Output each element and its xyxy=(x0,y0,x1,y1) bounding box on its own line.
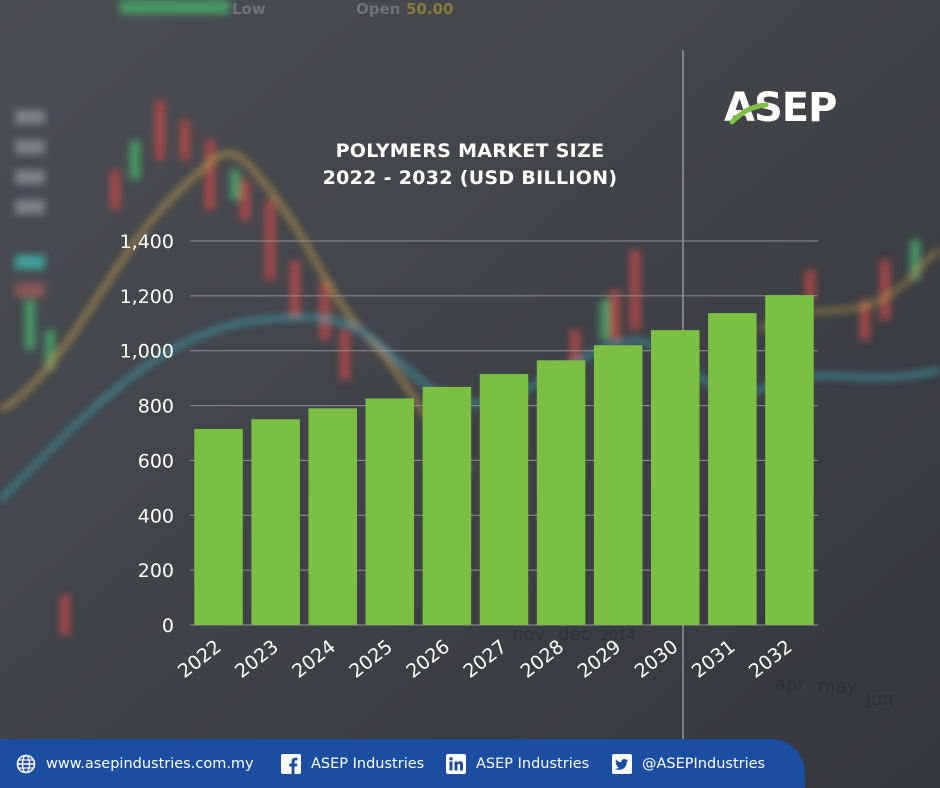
bar-2031 xyxy=(708,313,757,625)
bar-2024 xyxy=(308,408,357,625)
x-tick-label: 2026 xyxy=(402,636,454,683)
footer-facebook[interactable]: ASEP Industries xyxy=(281,739,424,788)
bg-month-nov: nov xyxy=(512,624,545,645)
facebook-text: ASEP Industries xyxy=(311,755,425,772)
asep-logo: ASEP xyxy=(722,80,862,131)
bg-open-label: Open xyxy=(356,0,400,18)
bar-2028 xyxy=(536,360,586,625)
bar-2030 xyxy=(651,330,700,625)
linkedin-icon xyxy=(446,753,466,774)
bg-low-label: Low xyxy=(232,0,266,18)
footer-website[interactable]: www.asepindustries.com.my xyxy=(16,739,254,788)
y-tick-label: 1,400 xyxy=(120,231,174,253)
x-tick-label: 2024 xyxy=(288,636,340,683)
bar-2029 xyxy=(593,345,643,625)
footer-twitter[interactable]: @ASEPIndustries xyxy=(612,739,765,788)
bg-month-dec: dec xyxy=(558,624,590,645)
bg-month-may: may xyxy=(818,676,858,697)
bar-2023 xyxy=(251,419,300,625)
bg-month-apr: apr xyxy=(775,674,805,695)
x-tick-label: 2030 xyxy=(631,636,683,683)
y-tick-label: 1,000 xyxy=(120,341,174,363)
footer-linkedin[interactable]: ASEP Industries xyxy=(446,739,589,788)
x-tick-label: 2029 xyxy=(574,636,626,683)
bar-2026 xyxy=(422,386,472,625)
x-tick-label: 2028 xyxy=(517,636,569,683)
twitter-icon xyxy=(612,753,632,774)
bar-2032 xyxy=(765,295,814,625)
chart-title-block: POLYMERS MARKET SIZE 2022 - 2032 (USD BI… xyxy=(220,138,720,192)
x-tick-label: 2032 xyxy=(745,636,797,683)
y-tick-label: 0 xyxy=(162,615,174,637)
linkedin-text: ASEP Industries xyxy=(476,755,590,772)
y-tick-label: 600 xyxy=(138,450,174,472)
twitter-text: @ASEPIndustries xyxy=(642,755,766,772)
y-tick-label: 400 xyxy=(138,505,174,527)
footer-bar: www.asepindustries.com.my ASEP Industrie… xyxy=(0,739,805,788)
website-text: www.asepindustries.com.my xyxy=(46,755,254,772)
globe-icon xyxy=(16,754,36,774)
bar-2022 xyxy=(194,428,243,625)
facebook-icon xyxy=(281,753,301,774)
logo-text: ASEP xyxy=(724,85,836,130)
x-tick-label: 2022 xyxy=(174,636,226,683)
x-tick-label: 2023 xyxy=(231,636,283,683)
bar-2027 xyxy=(479,374,529,625)
bg-open-value: 50.00 xyxy=(406,0,453,18)
y-tick-label: 800 xyxy=(138,396,174,418)
x-tick-label: 2031 xyxy=(688,636,740,683)
chart-subtitle: 2022 - 2032 (USD BILLION) xyxy=(322,167,618,189)
bg-year-2014: 2014 xyxy=(600,628,636,644)
bar-2025 xyxy=(365,398,415,625)
chart-title: POLYMERS MARKET SIZE xyxy=(335,140,605,162)
y-tick-label: 1,200 xyxy=(120,286,174,308)
y-tick-label: 200 xyxy=(138,560,174,582)
x-tick-label: 2027 xyxy=(459,636,511,683)
x-tick-label: 2025 xyxy=(345,636,397,683)
bg-month-jun: jun xyxy=(865,689,894,710)
